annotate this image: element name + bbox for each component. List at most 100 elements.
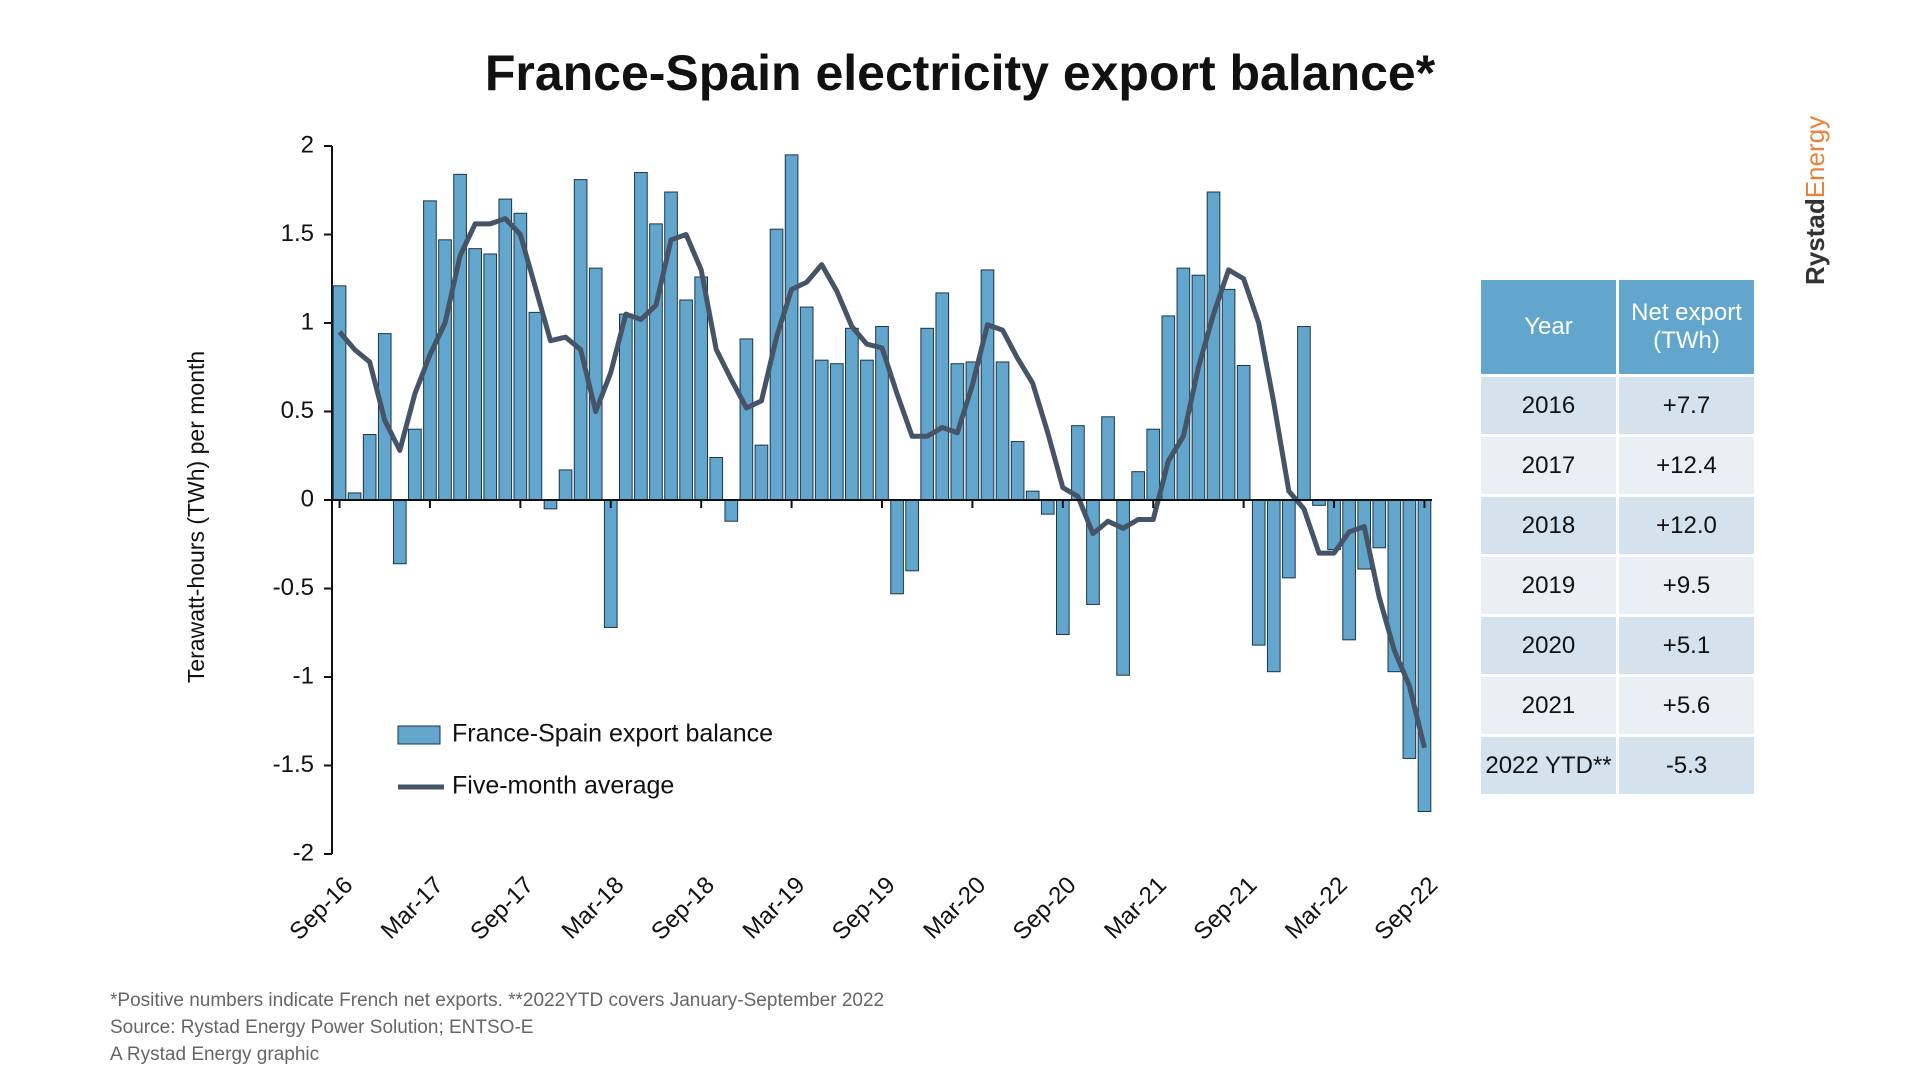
logo-part: Rystad (1800, 198, 1830, 285)
table-cell: 2016 (1481, 377, 1616, 434)
credit: A Rystad Energy graphic (110, 1044, 320, 1065)
bar (845, 327, 859, 501)
y-tick-label: -2 (293, 839, 314, 866)
table-cell: +12.4 (1619, 437, 1754, 494)
bar (1086, 499, 1100, 605)
bar (980, 269, 995, 501)
bar (528, 311, 543, 501)
bar (543, 499, 558, 510)
bar (995, 361, 1010, 501)
bar (408, 428, 422, 501)
x-tick-label: Sep-22 (1369, 872, 1443, 946)
bar (860, 359, 874, 501)
bar (724, 499, 739, 522)
logo: RystadEnergy (1800, 116, 1831, 285)
table-cell: +12.0 (1619, 497, 1754, 554)
table-cell: 2020 (1481, 617, 1616, 674)
bar (1297, 326, 1311, 501)
bar (1221, 288, 1236, 501)
y-tick-label: 0 (301, 485, 314, 512)
bar (890, 499, 904, 595)
bar (1040, 499, 1055, 515)
bar (799, 306, 814, 501)
table-row: 2022 YTD** -5.3 (1481, 737, 1754, 794)
bar (634, 172, 648, 501)
bar (1025, 490, 1040, 501)
bar (483, 253, 498, 501)
bar (1055, 499, 1070, 636)
y-tick-label: -1 (293, 662, 314, 689)
bar (935, 292, 950, 501)
bar (1236, 364, 1251, 501)
bar (468, 248, 482, 501)
bar (1206, 191, 1221, 501)
bar (1372, 499, 1387, 549)
bar (1010, 441, 1025, 501)
bar (1402, 499, 1417, 759)
bar (694, 276, 709, 501)
x-tick-label: Sep-19 (827, 872, 901, 946)
bar (754, 444, 769, 501)
bar (1417, 499, 1432, 813)
bar (1176, 267, 1191, 501)
table-row: 2021 +5.6 (1481, 677, 1754, 734)
x-tick-label: Mar-21 (1099, 872, 1172, 945)
x-tick-label: Sep-18 (646, 872, 720, 946)
y-tick-label: 1.5 (281, 220, 314, 247)
table-cell: +5.6 (1619, 677, 1754, 734)
bar (573, 179, 588, 501)
bar (1282, 499, 1296, 579)
y-tick-label: -0.5 (273, 574, 314, 601)
bar (619, 313, 633, 501)
x-tick-label: Sep-20 (1008, 872, 1082, 946)
table-cell: -5.3 (1619, 737, 1754, 794)
x-tick-label: Mar-17 (376, 872, 449, 945)
bar (679, 299, 693, 501)
bar (649, 223, 663, 501)
y-tick-label: 0.5 (281, 397, 314, 424)
table-row: 2020 +5.1 (1481, 617, 1754, 674)
x-tick-label: Sep-17 (465, 872, 539, 946)
table-cell: 2017 (1481, 437, 1616, 494)
table-cell: +9.5 (1619, 557, 1754, 614)
bar (1251, 499, 1266, 646)
x-tick-label: Mar-18 (557, 872, 630, 945)
summary-table: Year Net export (TWh) 2016 +7.7 2017 +12.4 201… (1478, 277, 1757, 797)
bar (829, 363, 844, 501)
bar (362, 434, 377, 501)
table-row: 2016 +7.7 (1481, 377, 1754, 434)
bar (905, 499, 919, 572)
bar (1146, 428, 1161, 501)
bar (784, 154, 799, 501)
bar (1131, 471, 1145, 501)
bar (814, 359, 829, 501)
y-axis-label: Terawatt-hours (TWh) per month (183, 351, 209, 683)
x-tick-label: Mar-22 (1280, 872, 1353, 945)
bar (709, 457, 724, 501)
table-cell: 2019 (1481, 557, 1616, 614)
y-tick-label: 1 (301, 308, 314, 335)
bar (739, 338, 754, 501)
footnote: *Positive numbers indicate French net ex… (110, 990, 885, 1011)
bar (347, 492, 362, 501)
table-cell: 2018 (1481, 497, 1616, 554)
table-row: 2017 +12.4 (1481, 437, 1754, 494)
legend-label: France-Spain export balance (452, 720, 773, 748)
table-header: Year Net export (TWh) (1481, 280, 1754, 374)
bar (498, 198, 513, 501)
bar (392, 499, 407, 565)
bar (558, 469, 573, 501)
x-tick-label: Mar-19 (737, 872, 810, 945)
header-cell: Year (1481, 280, 1616, 374)
logo-part: Energy (1800, 115, 1830, 199)
bar (1071, 425, 1085, 501)
table-cell: 2021 (1481, 677, 1616, 734)
table-body: 2016 +7.7 2017 +12.4 2018 +12.0 2019 +9.5 2020 +5… (1481, 377, 1754, 794)
source: Source: Rystad Energy Power Solution; EN… (110, 1017, 534, 1038)
x-tick-label: Sep-21 (1189, 872, 1263, 946)
bar (453, 173, 467, 501)
header-cell: Net export (TWh) (1619, 280, 1754, 374)
bar (1266, 499, 1281, 673)
